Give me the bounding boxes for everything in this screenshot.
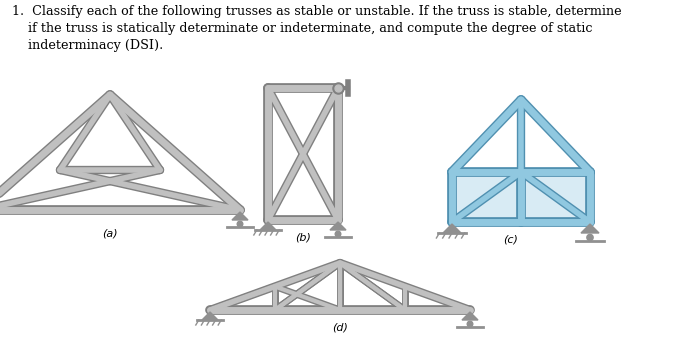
Polygon shape [462, 312, 478, 320]
Text: (d): (d) [332, 323, 348, 333]
Polygon shape [581, 224, 599, 233]
Circle shape [587, 234, 593, 241]
Circle shape [237, 221, 243, 227]
Text: (b): (b) [295, 232, 311, 242]
Polygon shape [443, 224, 461, 233]
Polygon shape [260, 222, 276, 230]
Polygon shape [202, 312, 218, 320]
Text: 1.  Classify each of the following trusses as stable or unstable. If the truss i: 1. Classify each of the following trusse… [12, 5, 622, 52]
Circle shape [335, 231, 341, 237]
Circle shape [467, 321, 473, 327]
Text: (a): (a) [102, 228, 118, 238]
Polygon shape [232, 212, 248, 220]
Polygon shape [452, 172, 590, 222]
Text: (c): (c) [503, 235, 519, 245]
Polygon shape [330, 222, 346, 230]
